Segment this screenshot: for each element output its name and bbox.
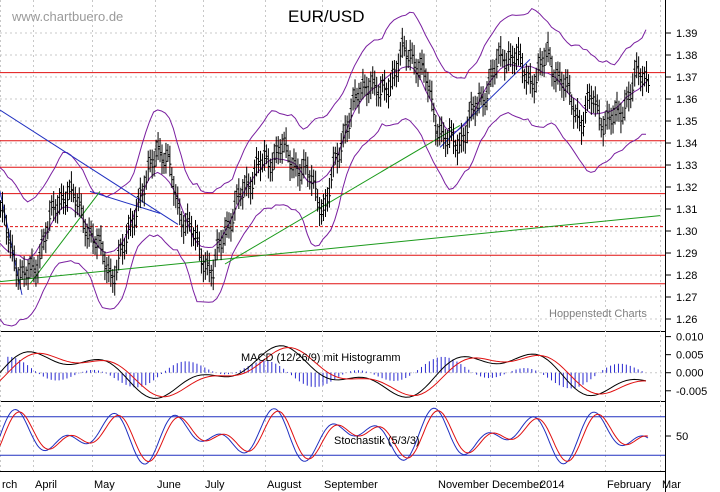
y-axis-ticks: 1.39 1.38 1.37 1.36 1.35 1.34 1.33 1.32 1.31 1.30…	[665, 28, 707, 443]
month-tick-label: February	[607, 479, 652, 491]
stochastic-k-line	[0, 407, 649, 465]
month-tick-label: rch	[2, 479, 17, 491]
price-tick-label: 1.29	[676, 248, 697, 260]
downtrend-line	[0, 109, 179, 225]
month-tick-label: June	[157, 479, 181, 491]
month-tick-label: September	[324, 479, 378, 491]
price-tick-label: 1.38	[676, 50, 697, 62]
month-tick-label: April	[35, 479, 57, 491]
macd-tick-label: 0.010	[676, 332, 704, 344]
macd-signal-line	[0, 346, 647, 398]
stochastic-tick-label: 50	[676, 431, 688, 443]
stochastic-d-line	[0, 410, 649, 463]
month-tick-label: Mar	[662, 479, 681, 491]
price-tick-label: 1.32	[676, 182, 697, 194]
x-axis-ticks: rch April May June July August September Novemb…	[2, 479, 681, 491]
credit-label: Hoppenstedt Charts	[549, 308, 647, 320]
price-tick-label: 1.30	[676, 226, 697, 238]
price-tick-label: 1.26	[676, 314, 697, 326]
price-tick-label: 1.31	[676, 204, 697, 216]
chart-title: EUR/USD	[288, 7, 365, 26]
macd-tick-label: 0.000	[676, 368, 704, 380]
price-tick-label: 1.36	[676, 94, 697, 106]
macd-label: MACD (12/26/9) mit Histogramm	[241, 352, 401, 364]
price-tick-label: 1.34	[676, 138, 697, 150]
stochastic-label: Stochastik (5/3/3)	[334, 435, 420, 447]
month-tick-label: 2014	[540, 479, 564, 491]
watermark: www.chartbuero.de	[11, 9, 123, 24]
price-bars	[0, 27, 650, 296]
price-tick-label: 1.35	[676, 116, 697, 128]
price-tick-label: 1.27	[676, 292, 697, 304]
price-tick-label: 1.39	[676, 28, 697, 40]
downtrend-line	[89, 190, 161, 214]
macd-panel	[0, 345, 665, 399]
price-tick-label: 1.37	[676, 72, 697, 84]
bollinger-upper-band	[0, 7, 647, 203]
month-tick-label: July	[205, 479, 225, 491]
stochastic-panel	[0, 407, 665, 465]
uptrend-line	[224, 124, 461, 265]
uptrend-line	[0, 215, 661, 283]
price-tick-label: 1.28	[676, 270, 697, 282]
macd-tick-label: 0.005	[676, 350, 704, 362]
month-tick-label: May	[94, 479, 115, 491]
month-tick-label: November	[438, 479, 489, 491]
month-tick-label: August	[267, 479, 301, 491]
month-tick-label: December	[492, 479, 543, 491]
price-tick-label: 1.33	[676, 160, 697, 172]
macd-tick-label: -0.005	[676, 386, 707, 398]
bollinger-lower-band	[0, 111, 646, 327]
uptrend-line	[29, 191, 101, 285]
